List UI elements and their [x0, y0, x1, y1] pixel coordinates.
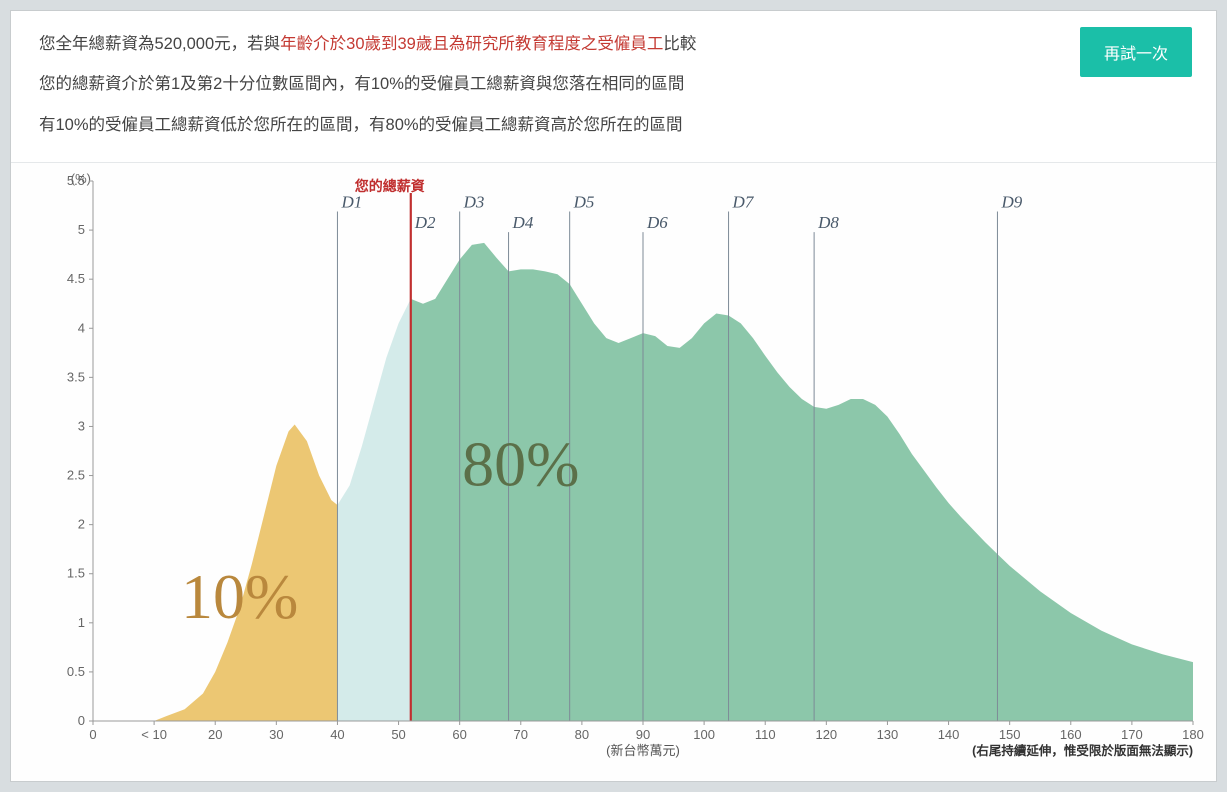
svg-text:170: 170	[1121, 727, 1143, 742]
summary-line-3: 有10%的受僱員工總薪資低於您所在的區間，有80%的受僱員工總薪資高於您所在的區…	[39, 112, 1188, 138]
svg-text:(新台幣萬元): (新台幣萬元)	[606, 743, 680, 758]
svg-text:D3: D3	[463, 193, 485, 212]
svg-text:140: 140	[938, 727, 960, 742]
salary-result-panel: 再試一次 您全年總薪資為520,000元，若與年齡介於30歲到39歲且為研究所教…	[10, 10, 1217, 782]
svg-text:40: 40	[330, 727, 344, 742]
svg-text:1.5: 1.5	[67, 566, 85, 581]
svg-text:D1: D1	[340, 193, 362, 212]
svg-text:(右尾持續延伸，惟受限於版面無法顯示): (右尾持續延伸，惟受限於版面無法顯示)	[972, 743, 1193, 758]
svg-text:D6: D6	[646, 213, 668, 232]
svg-text:< 10: < 10	[141, 727, 167, 742]
svg-text:5.5: 5.5	[67, 173, 85, 188]
svg-text:2.5: 2.5	[67, 468, 85, 483]
svg-text:D9: D9	[1000, 193, 1022, 212]
svg-text:5: 5	[78, 222, 85, 237]
svg-text:3.5: 3.5	[67, 370, 85, 385]
svg-text:2: 2	[78, 517, 85, 532]
svg-text:180: 180	[1182, 727, 1204, 742]
svg-text:100: 100	[693, 727, 715, 742]
svg-text:120: 120	[815, 727, 837, 742]
svg-text:130: 130	[877, 727, 899, 742]
svg-text:3: 3	[78, 419, 85, 434]
summary-1c: 比較	[663, 35, 696, 53]
svg-text:20: 20	[208, 727, 222, 742]
svg-text:您的總薪資: 您的總薪資	[355, 178, 425, 194]
svg-text:10%: 10%	[181, 561, 298, 632]
svg-text:D5: D5	[573, 193, 595, 212]
svg-text:D2: D2	[414, 213, 436, 232]
svg-text:150: 150	[999, 727, 1021, 742]
chart-area: (%)00.511.522.533.544.555.5D1D2D3D4D5D6D…	[11, 163, 1216, 781]
svg-text:30: 30	[269, 727, 283, 742]
summary-line-1: 您全年總薪資為520,000元，若與年齡介於30歲到39歲且為研究所教育程度之受…	[39, 31, 1188, 57]
svg-text:D8: D8	[817, 213, 839, 232]
svg-text:60: 60	[452, 727, 466, 742]
svg-text:0.5: 0.5	[67, 664, 85, 679]
summary-1b-highlight: 年齡介於30歲到39歲且為研究所教育程度之受僱員工	[280, 35, 663, 53]
svg-text:1: 1	[78, 615, 85, 630]
summary-1a: 您全年總薪資為520,000元，若與	[39, 35, 280, 53]
svg-text:4: 4	[78, 320, 85, 335]
summary-line-2: 您的總薪資介於第1及第2十分位數區間內，有10%的受僱員工總薪資與您落在相同的區…	[39, 71, 1188, 97]
svg-text:160: 160	[1060, 727, 1082, 742]
svg-text:50: 50	[391, 727, 405, 742]
svg-text:4.5: 4.5	[67, 271, 85, 286]
salary-distribution-chart: (%)00.511.522.533.544.555.5D1D2D3D4D5D6D…	[29, 173, 1204, 763]
svg-text:80%: 80%	[462, 429, 579, 500]
svg-text:70: 70	[514, 727, 528, 742]
svg-text:110: 110	[755, 727, 776, 742]
retry-button[interactable]: 再試一次	[1080, 27, 1192, 77]
svg-text:0: 0	[89, 727, 96, 742]
svg-text:80: 80	[575, 727, 589, 742]
result-header: 再試一次 您全年總薪資為520,000元，若與年齡介於30歲到39歲且為研究所教…	[11, 11, 1216, 163]
svg-text:D7: D7	[732, 193, 755, 212]
svg-text:90: 90	[636, 727, 650, 742]
svg-text:0: 0	[78, 713, 85, 728]
svg-text:D4: D4	[512, 213, 534, 232]
